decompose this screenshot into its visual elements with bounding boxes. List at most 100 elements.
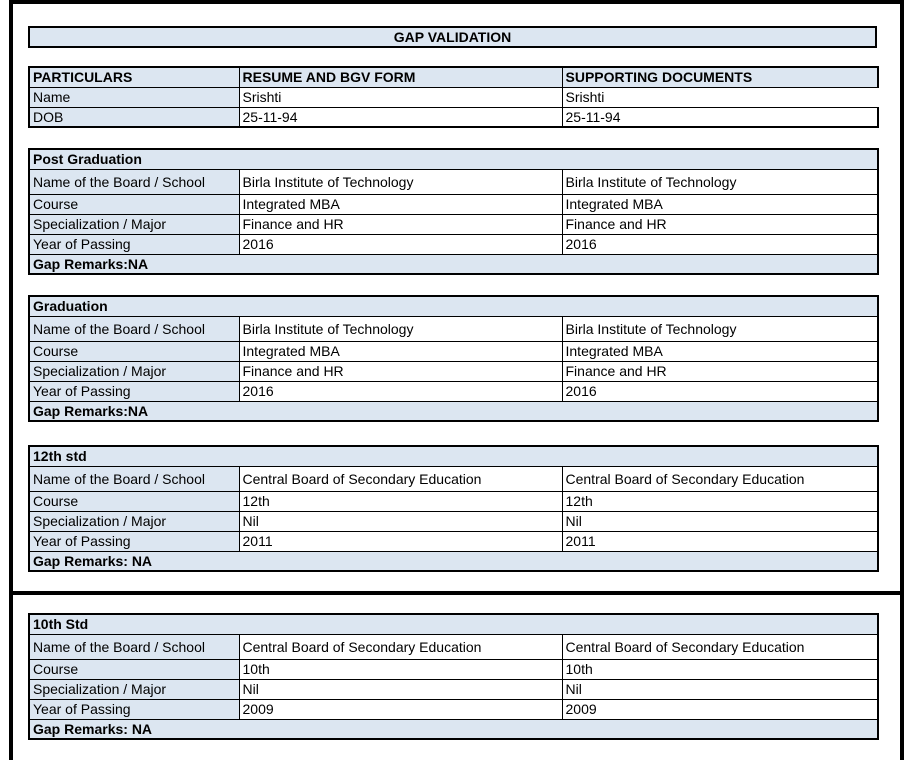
supporting-value: Finance and HR — [561, 360, 880, 382]
table-row: Name of the Board / School Birla Institu… — [28, 168, 879, 195]
table-row: Course 12th 12th — [28, 490, 879, 512]
section-header-row: 12th std — [28, 445, 879, 467]
row-label: Year of Passing — [28, 233, 240, 255]
supporting-value: Central Board of Secondary Education — [561, 633, 879, 660]
table-row: Specialization / Major Finance and HR Fi… — [28, 213, 879, 235]
table-row: Specialization / Major Finance and HR Fi… — [28, 360, 880, 382]
supporting-value: Integrated MBA — [561, 340, 880, 362]
supporting-value: 2016 — [561, 380, 880, 402]
table-header-row: PARTICULARS RESUME AND BGV FORM SUPPORTI… — [28, 66, 879, 88]
section-table-10th-std: 10th Std Name of the Board / School Cent… — [28, 613, 879, 740]
supporting-value: Central Board of Secondary Education — [561, 465, 879, 492]
section-table-12th-std: 12th std Name of the Board / School Cent… — [28, 445, 879, 572]
section-table-graduation: Graduation Name of the Board / School Bi… — [27, 295, 880, 422]
resume-value: 2016 — [238, 380, 563, 402]
gap-remarks-row: Gap Remarks: NA — [28, 718, 879, 740]
table-row: Course Integrated MBA Integrated MBA — [28, 340, 880, 362]
gap-remarks: Gap Remarks:NA — [28, 253, 879, 275]
gap-remarks-row: Gap Remarks: NA — [28, 550, 879, 572]
row-label: Year of Passing — [28, 530, 240, 552]
table-row: Year of Passing 2016 2016 — [28, 380, 880, 402]
row-label: Name of the Board / School — [28, 315, 240, 342]
supporting-value: Birla Institute of Technology — [561, 315, 880, 342]
row-label: Specialization / Major — [28, 510, 240, 532]
section-title: Post Graduation — [28, 148, 879, 170]
resume-value: 10th — [238, 658, 563, 680]
resume-value: Integrated MBA — [238, 193, 563, 215]
row-label: Year of Passing — [28, 380, 240, 402]
page-title: GAP VALIDATION — [28, 26, 877, 48]
resume-value: Integrated MBA — [238, 340, 563, 362]
resume-value: 2016 — [238, 233, 563, 255]
table-row: Name of the Board / School Birla Institu… — [28, 315, 880, 342]
supporting-value: Srishti — [561, 86, 878, 108]
section-header-row: 10th Std — [28, 613, 879, 635]
resume-value: Finance and HR — [238, 213, 563, 235]
resume-value: Nil — [238, 510, 563, 532]
table-row: Year of Passing 2016 2016 — [28, 233, 879, 255]
gap-remarks-row: Gap Remarks:NA — [27, 400, 880, 422]
section-header-row: Graduation — [27, 295, 880, 317]
resume-value: Finance and HR — [238, 360, 563, 382]
table-row: Year of Passing 2011 2011 — [28, 530, 879, 552]
supporting-value: 25-11-94 — [561, 106, 879, 128]
page-frame: GAP VALIDATION PARTICULARS RESUME AND BG… — [9, 0, 904, 760]
row-label: Name of the Board / School — [28, 168, 240, 195]
section-header-row: Post Graduation — [28, 148, 879, 170]
table-row: Specialization / Major Nil Nil — [28, 510, 879, 532]
table-row: DOB 25-11-94 25-11-94 — [28, 106, 879, 128]
row-label: Specialization / Major — [28, 360, 240, 382]
resume-value: 2011 — [238, 530, 563, 552]
row-label: Course — [28, 490, 240, 512]
section-title: 10th Std — [28, 613, 879, 635]
column-header-supporting: SUPPORTING DOCUMENTS — [561, 66, 879, 88]
resume-value: Central Board of Secondary Education — [238, 465, 563, 492]
resume-value: Nil — [238, 678, 563, 700]
resume-value: 25-11-94 — [238, 106, 563, 128]
row-label: Course — [28, 193, 240, 215]
table-row: Name of the Board / School Central Board… — [28, 465, 879, 492]
supporting-value: Integrated MBA — [561, 193, 879, 215]
row-label: Course — [28, 340, 240, 362]
supporting-value: 10th — [561, 658, 879, 680]
gap-remarks: Gap Remarks:NA — [27, 400, 880, 422]
row-label: Year of Passing — [28, 698, 240, 720]
resume-value: Srishti — [238, 86, 563, 108]
row-label: Name of the Board / School — [28, 465, 240, 492]
supporting-value: Finance and HR — [561, 213, 879, 235]
resume-value: 2009 — [238, 698, 563, 720]
gap-remarks: Gap Remarks: NA — [28, 550, 879, 572]
row-label: Course — [28, 658, 240, 680]
section-title: Graduation — [27, 295, 880, 317]
section-title: 12th std — [28, 445, 879, 467]
column-header-resume: RESUME AND BGV FORM — [238, 66, 563, 88]
section-table-post-graduation: Post Graduation Name of the Board / Scho… — [28, 148, 879, 275]
row-label: Name — [28, 86, 240, 108]
row-label: Specialization / Major — [28, 678, 240, 700]
row-label: DOB — [28, 106, 240, 128]
table-row: Course 10th 10th — [28, 658, 879, 680]
row-label: Specialization / Major — [28, 213, 240, 235]
supporting-value: 2016 — [561, 233, 879, 255]
table-row: Year of Passing 2009 2009 — [28, 698, 879, 720]
row-label: Name of the Board / School — [28, 633, 240, 660]
table-row: Course Integrated MBA Integrated MBA — [28, 193, 879, 215]
supporting-value: Nil — [561, 678, 879, 700]
supporting-value: 12th — [561, 490, 879, 512]
particulars-table: PARTICULARS RESUME AND BGV FORM SUPPORTI… — [28, 66, 879, 128]
resume-value: Birla Institute of Technology — [238, 315, 563, 342]
table-row: Specialization / Major Nil Nil — [28, 678, 879, 700]
supporting-value: Birla Institute of Technology — [561, 168, 879, 195]
resume-value: Birla Institute of Technology — [238, 168, 563, 195]
supporting-value: 2011 — [561, 530, 879, 552]
resume-value: Central Board of Secondary Education — [238, 633, 563, 660]
gap-remarks-row: Gap Remarks:NA — [28, 253, 879, 275]
table-row: Name Srishti Srishti — [28, 86, 878, 108]
supporting-value: 2009 — [561, 698, 879, 720]
resume-value: 12th — [238, 490, 563, 512]
table-row: Name of the Board / School Central Board… — [28, 633, 879, 660]
page-divider — [13, 591, 900, 595]
gap-remarks: Gap Remarks: NA — [28, 718, 879, 740]
supporting-value: Nil — [561, 510, 879, 532]
column-header-particulars: PARTICULARS — [28, 66, 240, 88]
